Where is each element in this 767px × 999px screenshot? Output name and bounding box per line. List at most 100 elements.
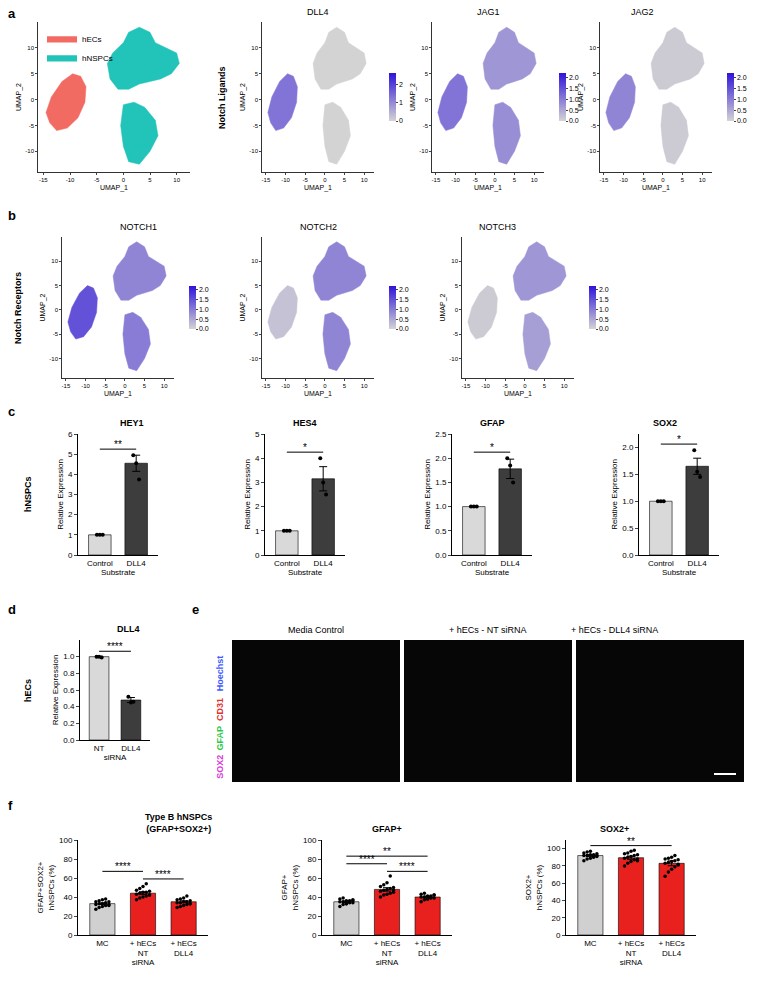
svg-text:-5: -5 (29, 123, 35, 129)
svg-text:10: 10 (589, 45, 596, 51)
svg-text:4: 4 (255, 454, 260, 463)
svg-text:HEY1: HEY1 (120, 418, 144, 428)
svg-text:0.5: 0.5 (622, 524, 634, 533)
svg-text:2.0: 2.0 (435, 454, 447, 463)
svg-text:-5: -5 (423, 123, 429, 129)
svg-text:b: b (8, 208, 16, 223)
svg-text:-5: -5 (303, 177, 309, 183)
svg-text:JAG1: JAG1 (477, 7, 500, 17)
svg-text:DLL4: DLL4 (121, 744, 141, 753)
svg-text:****: **** (399, 861, 415, 872)
svg-text:0.5: 0.5 (435, 527, 447, 536)
svg-text:1.0: 1.0 (569, 96, 579, 103)
svg-text:-10: -10 (419, 148, 428, 154)
svg-text:0.8: 0.8 (63, 669, 75, 678)
svg-text:DLL4: DLL4 (307, 7, 329, 17)
svg-text:Notch Ligands: Notch Ligands (217, 67, 227, 130)
svg-text:-5: -5 (253, 123, 259, 129)
svg-text:GFAP+: GFAP+ (372, 824, 402, 834)
svg-text:0: 0 (493, 177, 497, 183)
svg-text:DLL4: DLL4 (127, 559, 147, 568)
svg-text:MC: MC (340, 939, 353, 948)
svg-text:5: 5 (31, 71, 35, 77)
svg-text:+ hECsNT: + hECsNT (130, 939, 156, 958)
svg-text:0.0: 0.0 (435, 551, 447, 560)
svg-text:-15: -15 (600, 177, 609, 183)
svg-text:1.0: 1.0 (622, 497, 634, 506)
svg-text:1.5: 1.5 (599, 296, 609, 303)
svg-text:0.6: 0.6 (63, 686, 75, 695)
svg-text:SOX2+hNSPCs (%): SOX2+hNSPCs (%) (524, 864, 543, 910)
svg-text:0: 0 (123, 383, 127, 389)
svg-text:1: 1 (255, 527, 260, 536)
svg-text:Substrate: Substrate (288, 568, 323, 577)
svg-text:20: 20 (307, 912, 316, 921)
svg-text:0.5: 0.5 (199, 316, 209, 323)
svg-text:10: 10 (361, 177, 368, 183)
svg-text:0: 0 (68, 931, 73, 940)
svg-text:****: **** (115, 861, 131, 872)
svg-text:-15: -15 (262, 383, 271, 389)
svg-text:100: 100 (303, 836, 317, 845)
svg-text:GFAP: GFAP (215, 726, 225, 751)
svg-text:Media Control: Media Control (288, 625, 344, 635)
svg-text:1: 1 (68, 531, 73, 540)
svg-text:****: **** (359, 854, 375, 865)
svg-text:-10: -10 (481, 383, 490, 389)
svg-text:Substrate: Substrate (662, 568, 697, 577)
svg-text:0: 0 (556, 931, 561, 940)
svg-text:UMAP_1: UMAP_1 (104, 390, 132, 398)
svg-text:SOX2+: SOX2+ (600, 824, 629, 834)
svg-text:UMAP_1: UMAP_1 (304, 184, 332, 192)
svg-text:NOTCH1: NOTCH1 (120, 222, 157, 232)
svg-text:1.0: 1.0 (435, 502, 447, 511)
svg-text:HES4: HES4 (293, 418, 317, 428)
svg-text:5: 5 (513, 177, 517, 183)
svg-text:10: 10 (361, 383, 368, 389)
svg-text:40: 40 (63, 893, 72, 902)
svg-text:0.5: 0.5 (399, 316, 409, 323)
svg-text:Notch Receptors: Notch Receptors (13, 272, 23, 344)
svg-text:10: 10 (451, 258, 458, 264)
svg-text:hNSPCs: hNSPCs (82, 54, 113, 63)
svg-text:-5: -5 (53, 331, 59, 337)
svg-text:Substrate: Substrate (101, 568, 136, 577)
svg-text:1: 1 (399, 99, 403, 106)
svg-text:5: 5 (68, 450, 73, 459)
svg-text:Relative Expression: Relative Expression (243, 459, 252, 530)
svg-text:GFAP+SOX2+hNSPCs (%): GFAP+SOX2+hNSPCs (%) (36, 861, 55, 913)
svg-text:SOX2: SOX2 (215, 755, 225, 779)
svg-text:5: 5 (255, 430, 260, 439)
svg-text:2.0: 2.0 (199, 286, 209, 293)
svg-text:-10: -10 (587, 148, 596, 154)
svg-text:Relative Expression: Relative Expression (56, 459, 65, 530)
svg-text:**: ** (383, 846, 391, 857)
svg-text:0: 0 (399, 117, 403, 124)
svg-text:NT: NT (94, 744, 105, 753)
svg-text:60: 60 (551, 879, 560, 888)
svg-text:0: 0 (255, 551, 260, 560)
svg-text:UMAP_2: UMAP_2 (15, 83, 23, 111)
svg-text:MC: MC (584, 939, 597, 948)
svg-text:40: 40 (551, 896, 560, 905)
svg-text:1.5: 1.5 (569, 85, 579, 92)
svg-text:0.0: 0.0 (63, 736, 75, 745)
svg-text:UMAP_2: UMAP_2 (409, 83, 417, 111)
svg-text:10: 10 (251, 45, 258, 51)
svg-text:-15: -15 (39, 177, 48, 183)
svg-text:60: 60 (63, 874, 72, 883)
svg-text:5: 5 (681, 177, 685, 183)
svg-text:-10: -10 (25, 148, 34, 154)
svg-text:0: 0 (255, 97, 259, 103)
svg-text:-15: -15 (432, 177, 441, 183)
svg-text:0.5: 0.5 (737, 107, 747, 114)
svg-text:2.0: 2.0 (622, 443, 634, 452)
svg-text:-10: -10 (49, 356, 58, 362)
svg-text:2.0: 2.0 (569, 74, 579, 81)
svg-text:60: 60 (307, 874, 316, 883)
svg-text:Relative Expression: Relative Expression (610, 459, 619, 530)
svg-text:20: 20 (551, 914, 560, 923)
svg-text:100: 100 (547, 844, 561, 853)
svg-text:e: e (192, 602, 199, 617)
svg-text:5: 5 (543, 383, 547, 389)
